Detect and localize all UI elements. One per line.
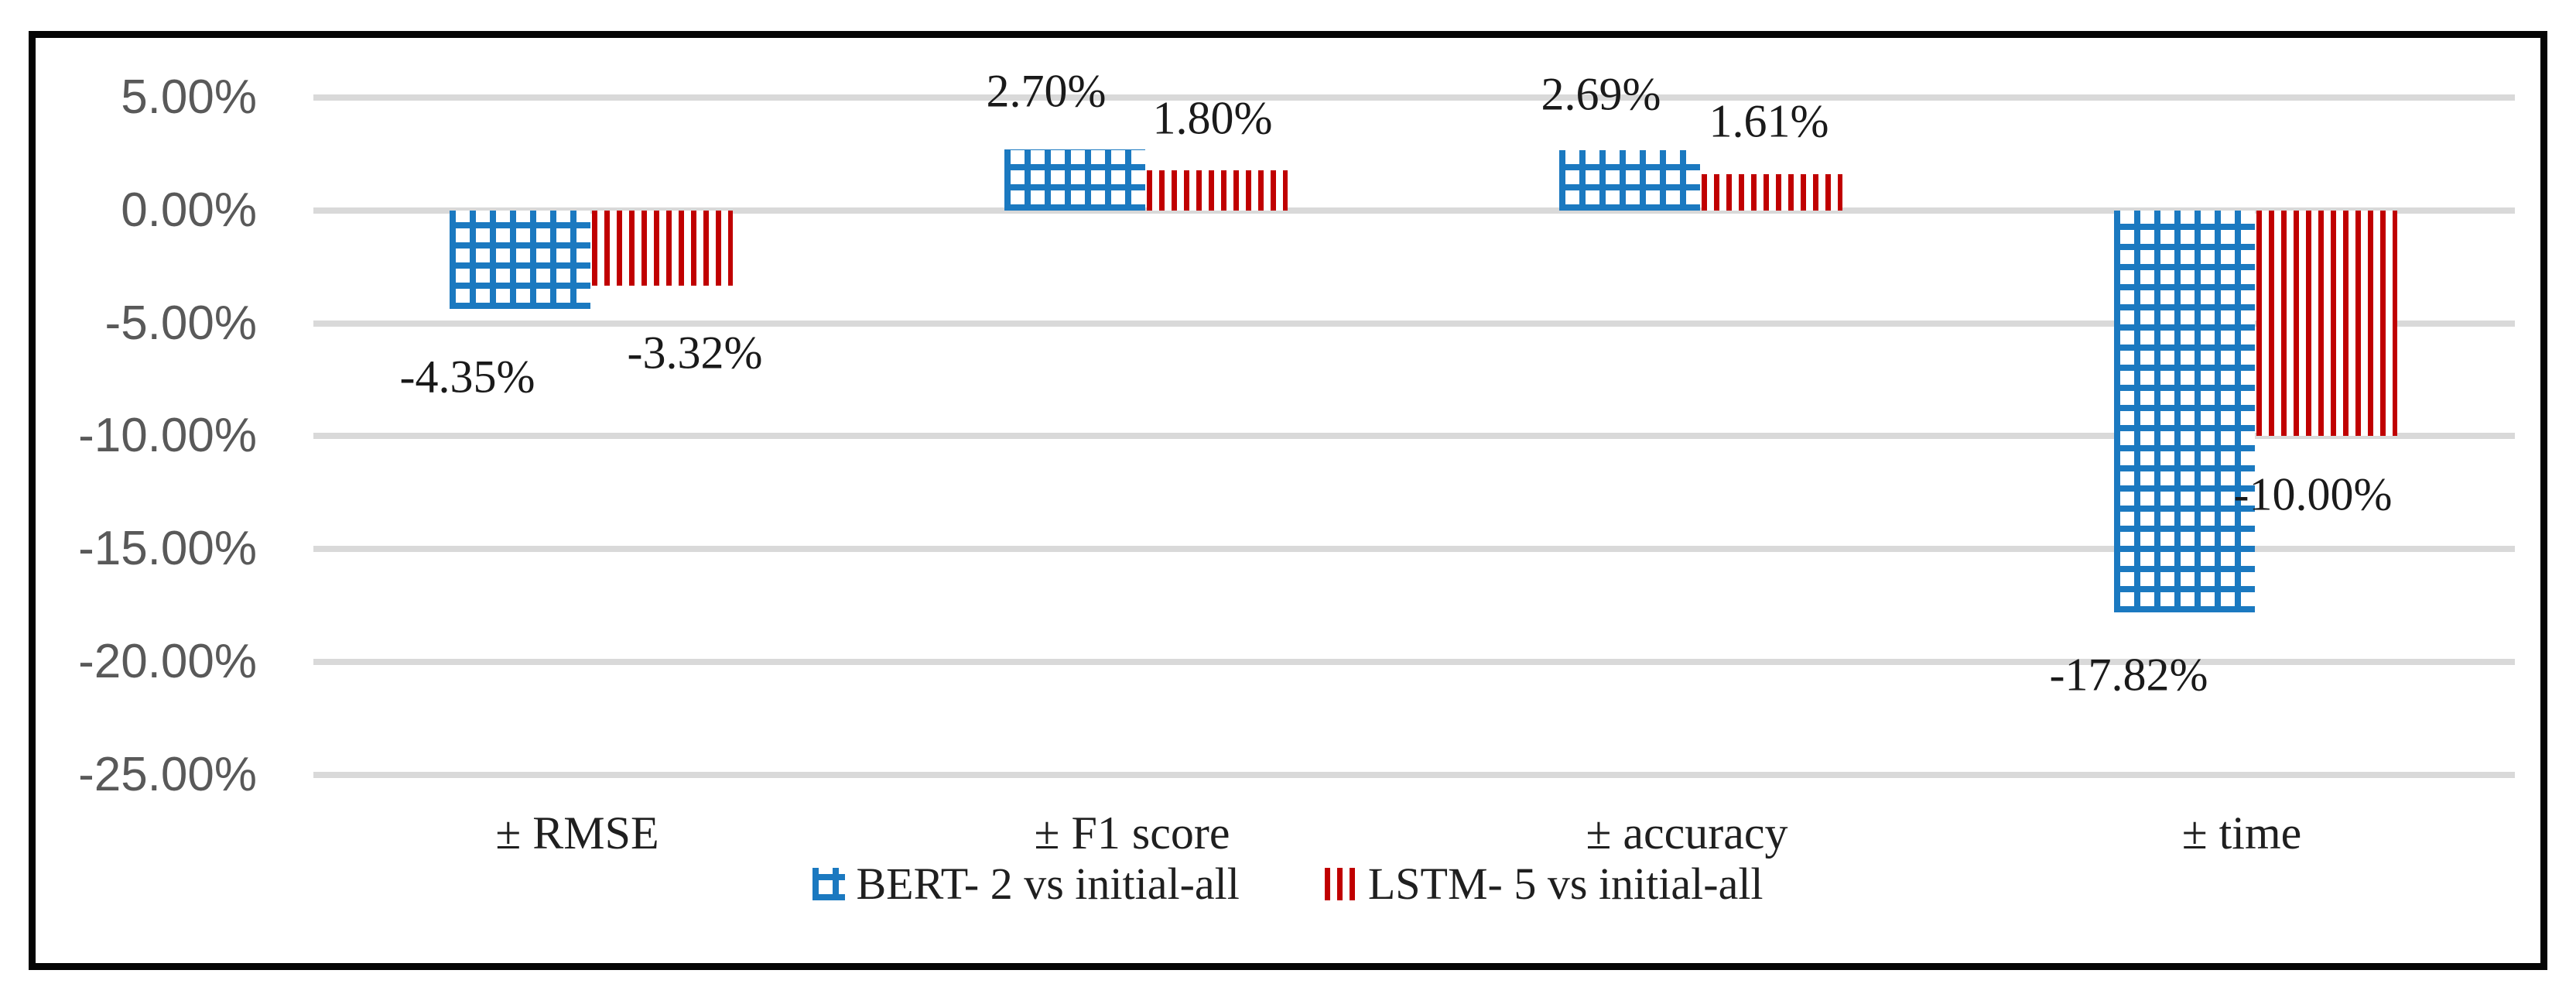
gridline xyxy=(313,207,2515,214)
legend-item-bert: BERT- 2 vs initial-all xyxy=(812,859,1240,909)
gridline xyxy=(313,321,2515,327)
bar-lstm-F1score xyxy=(1147,170,1288,211)
y-axis-tick-label: -20.00% xyxy=(78,635,257,688)
data-label: 1.80% xyxy=(1152,92,1273,144)
data-label: -10.00% xyxy=(2233,468,2393,520)
x-axis-category-label: ± accuracy xyxy=(1586,807,1788,859)
data-label: 2.70% xyxy=(986,65,1107,117)
bar-lstm-time xyxy=(2256,211,2397,436)
x-axis-category-label: ± time xyxy=(2181,807,2302,859)
bar-bert-F1score xyxy=(1004,149,1145,211)
x-axis-category-label: ± RMSE xyxy=(495,807,659,859)
data-label: 2.69% xyxy=(1541,68,1661,120)
data-label: 1.61% xyxy=(1709,95,1829,147)
bar-bert-time xyxy=(2114,211,2255,612)
y-axis-tick-label: 0.00% xyxy=(121,183,257,237)
legend-label-lstm: LSTM- 5 vs initial-all xyxy=(1367,859,1764,909)
x-axis-category-label: ± F1 score xyxy=(1034,807,1230,859)
data-label: -4.35% xyxy=(399,351,535,403)
bar-bert-accuracy xyxy=(1559,150,1700,211)
legend-swatch-lstm-stripe-pattern-icon xyxy=(1324,868,1357,900)
y-axis-tick-label: -25.00% xyxy=(78,748,257,801)
legend-swatch-bert-grid-pattern-icon xyxy=(812,868,846,900)
legend-item-lstm: LSTM- 5 vs initial-all xyxy=(1324,859,1764,909)
bar-lstm-accuracy xyxy=(1702,174,1842,211)
y-axis-tick-label: -10.00% xyxy=(78,409,257,462)
y-axis-tick-label: -5.00% xyxy=(104,297,257,350)
bar-lstm-RMSE xyxy=(592,211,733,286)
y-axis-tick-label: -15.00% xyxy=(78,522,257,575)
bar-bert-RMSE xyxy=(450,211,590,309)
gridline xyxy=(313,659,2515,665)
y-axis-tick-label: 5.00% xyxy=(121,70,257,124)
gridline xyxy=(313,433,2515,439)
legend: BERT- 2 vs initial-all LSTM- 5 vs initia… xyxy=(36,861,2540,907)
data-label: -17.82% xyxy=(2049,649,2208,701)
data-label: -3.32% xyxy=(627,327,763,379)
gridline xyxy=(313,546,2515,552)
legend-label-bert: BERT- 2 vs initial-all xyxy=(856,859,1240,909)
gridline xyxy=(313,94,2515,101)
gridline xyxy=(313,772,2515,778)
